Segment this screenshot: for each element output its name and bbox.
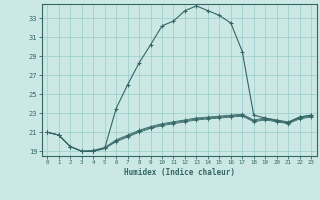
X-axis label: Humidex (Indice chaleur): Humidex (Indice chaleur) bbox=[124, 168, 235, 177]
